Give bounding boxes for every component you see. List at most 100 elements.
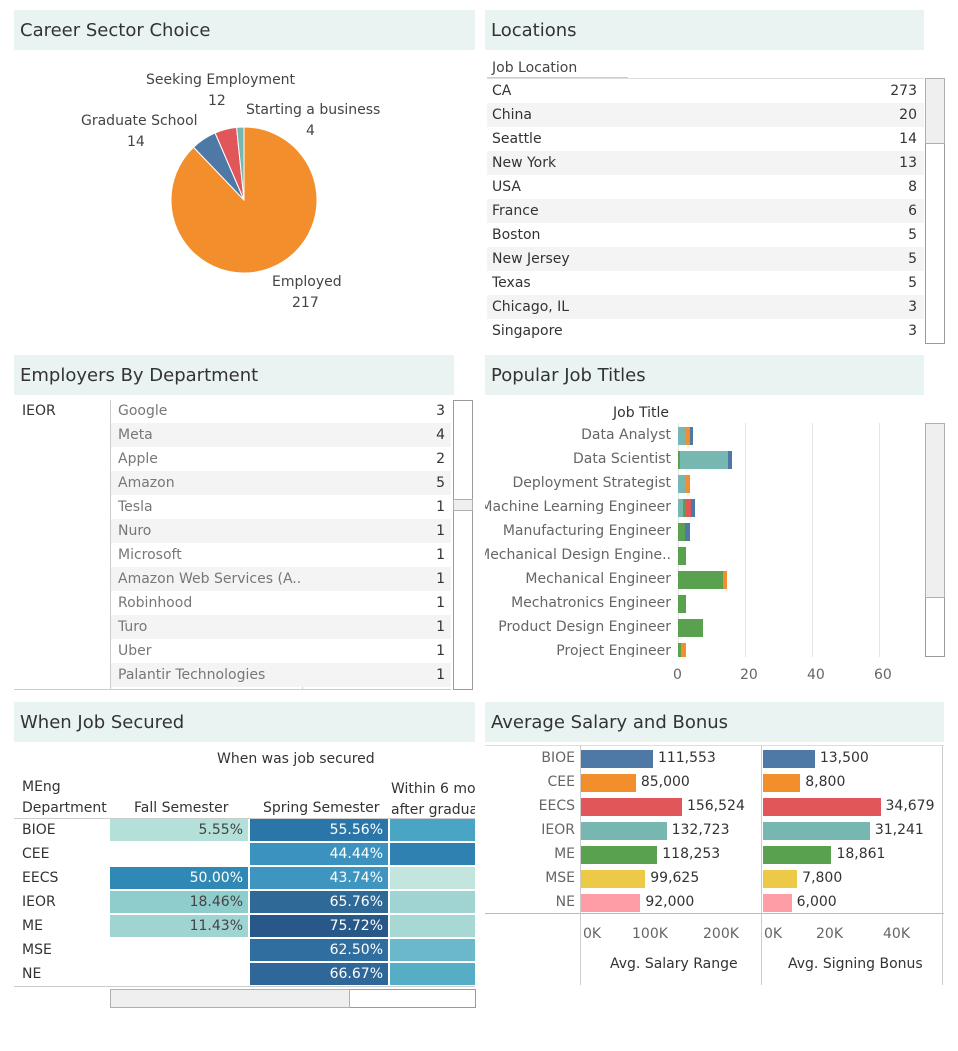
pie-slice-starting-a-business[interactable] [236,126,245,201]
when-cell-spring[interactable]: 65.76% [250,891,388,913]
when-hscrollbar-thumb[interactable] [110,989,350,1008]
job-title-bar-segment[interactable] [681,643,687,657]
location-row[interactable]: CA 273 [487,79,924,103]
salary-dept-label: BIOE [541,750,575,766]
when-cell-fall[interactable]: 5.55% [110,819,248,841]
employers-title: Employers By Department [14,355,454,395]
employer-row[interactable]: Robinhood 1 [111,591,451,615]
employer-row[interactable]: Turo 1 [111,615,451,639]
job-title-bar-segment[interactable] [678,619,704,637]
employer-row[interactable]: Nuro 1 [111,519,451,543]
location-row[interactable]: Seattle 14 [487,127,924,151]
salary-dept-label: CEE [547,774,575,790]
when-cell-within[interactable] [390,891,475,913]
salary-bar[interactable] [581,774,636,792]
bonus-bar[interactable] [763,822,870,840]
job-title-bar-segment[interactable] [678,547,687,565]
location-row[interactable]: China 20 [487,103,924,127]
when-cell-fall[interactable]: 18.46% [110,891,248,913]
job-title-bar-segment[interactable] [691,499,695,517]
employer-row[interactable]: Tesla 1 [111,495,451,519]
when-cell-spring[interactable]: 75.72% [250,915,388,937]
employer-name: Apple [118,451,158,467]
employer-count: 2 [436,451,445,467]
employer-row[interactable]: Microsoft 1 [111,543,451,567]
locations-scrollbar-thumb[interactable] [925,78,945,144]
location-row[interactable]: France 6 [487,199,924,223]
bonus-bar[interactable] [763,774,801,792]
job-title-bar-segment[interactable] [728,451,732,469]
titles-scrollbar-thumb[interactable] [925,423,945,598]
job-title-bar-segment[interactable] [686,499,692,517]
when-cell-within[interactable] [390,963,475,985]
salary-bar[interactable] [581,870,646,888]
when-cell-within[interactable] [390,939,475,961]
salary-bar[interactable] [581,798,682,816]
bonus-bar[interactable] [763,798,881,816]
bonus-bar[interactable] [763,894,792,912]
bonus-value-label: 6,000 [796,894,837,910]
bonus-bar[interactable] [763,846,832,864]
job-title-bar-segment[interactable] [678,523,685,541]
titles-scrollbar[interactable] [925,423,945,657]
salary-bar[interactable] [581,822,667,840]
job-title-bar-segment[interactable] [683,499,687,517]
employers-scrollbar-thumb[interactable] [453,499,473,511]
when-cell-spring[interactable]: 44.44% [250,843,388,865]
when-cell-fall[interactable]: 50.00% [110,867,248,889]
titles-tick-label: 0 [673,667,682,683]
job-title-bar-segment[interactable] [689,427,694,445]
job-title-label: Product Design Engineer [498,619,671,635]
titles-gridline [879,423,880,657]
salary-bar[interactable] [581,750,653,768]
job-title-bar-segment[interactable] [678,595,687,613]
when-cell-within[interactable] [390,915,475,937]
when-cell-within[interactable] [390,843,475,865]
salary-bar[interactable] [581,846,658,864]
location-row[interactable]: Boston 5 [487,223,924,247]
location-count: 3 [908,299,917,315]
employer-count: 1 [436,499,445,515]
employer-row[interactable]: Apple 2 [111,447,451,471]
employer-count: 1 [436,571,445,587]
pie-label-starting-a-business: Starting a business [246,102,381,118]
locations-scrollbar[interactable] [925,78,945,344]
employer-row[interactable]: Amazon 5 [111,471,451,495]
when-cell-within[interactable] [390,819,475,841]
employers-scrollbar[interactable] [453,400,473,690]
job-title-bar-segment[interactable] [684,523,690,541]
locations-top-line [487,78,924,79]
when-cell-within[interactable] [390,867,475,889]
location-row[interactable]: Texas 5 [487,271,924,295]
job-title-bar-segment[interactable] [678,499,684,517]
job-title-bar-segment[interactable] [678,451,680,469]
employer-row[interactable]: Google 3 [111,399,451,423]
job-title-bar-segment[interactable] [678,571,724,589]
location-row[interactable]: USA 8 [487,175,924,199]
bonus-bar[interactable] [763,750,815,768]
salary-bar[interactable] [581,894,641,912]
job-title-bar-segment[interactable] [686,475,690,493]
when-cell-fall[interactable]: 11.43% [110,915,248,937]
employer-row[interactable]: Amazon Web Services (A.. 1 [111,567,451,591]
bonus-bar[interactable] [763,870,798,888]
job-title-bar-segment[interactable] [686,427,690,445]
job-title-bar-segment[interactable] [678,427,687,445]
location-row[interactable]: Chicago, IL 3 [487,295,924,319]
employer-row[interactable]: Meta 4 [111,423,451,447]
when-cell-spring[interactable]: 43.74% [250,867,388,889]
when-cell-spring[interactable]: 62.50% [250,939,388,961]
when-hscrollbar[interactable] [110,989,476,1008]
employer-row[interactable]: Uber 1 [111,639,451,663]
when-cell-spring[interactable]: 66.67% [250,963,388,985]
career-pie-chart [170,126,318,274]
location-row[interactable]: New York 13 [487,151,924,175]
job-title-bar-segment[interactable] [678,475,687,493]
job-title-bar-segment[interactable] [723,571,727,589]
when-cell-spring[interactable]: 55.56% [250,819,388,841]
location-row[interactable]: New Jersey 5 [487,247,924,271]
location-row[interactable]: Singapore 3 [487,319,924,343]
employer-row[interactable]: Palantir Technologies 1 [111,663,451,687]
job-title-bar-segment[interactable] [678,643,682,657]
job-title-bar-segment[interactable] [679,451,729,469]
